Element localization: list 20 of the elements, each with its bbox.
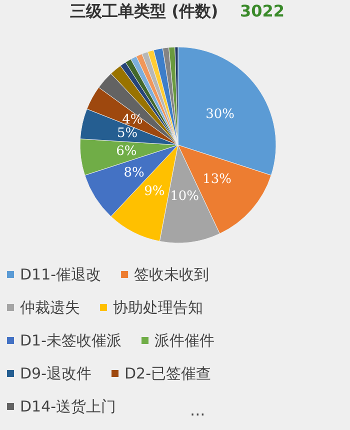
legend-label: 派件催件 [154,332,215,350]
data-label: 10% [170,189,199,204]
legend-label: D14-送货上门 [20,398,116,416]
data-label: 30% [206,106,235,122]
data-label: 8% [124,165,144,180]
legend-label: 仲裁遗失 [20,298,80,316]
data-label: 4% [122,112,143,128]
chart-title: 三级工单类型 (件数) [70,2,218,20]
legend-label: D9-退改件 [20,364,92,382]
data-label: 13% [202,172,232,187]
legend-label: D11-催退改 [20,266,102,284]
legend-label: D1-未签收催派 [20,332,122,350]
legend-label: D2-已签催查 [124,364,212,382]
data-label: 9% [144,184,165,199]
legend-label: 签收未收到 [134,266,210,284]
data-label: 5% [116,126,138,142]
legend-label: 协助处理告知 [113,298,203,316]
data-label: 6% [116,144,137,160]
text: 3022 [240,2,285,20]
text: ... [190,400,206,420]
